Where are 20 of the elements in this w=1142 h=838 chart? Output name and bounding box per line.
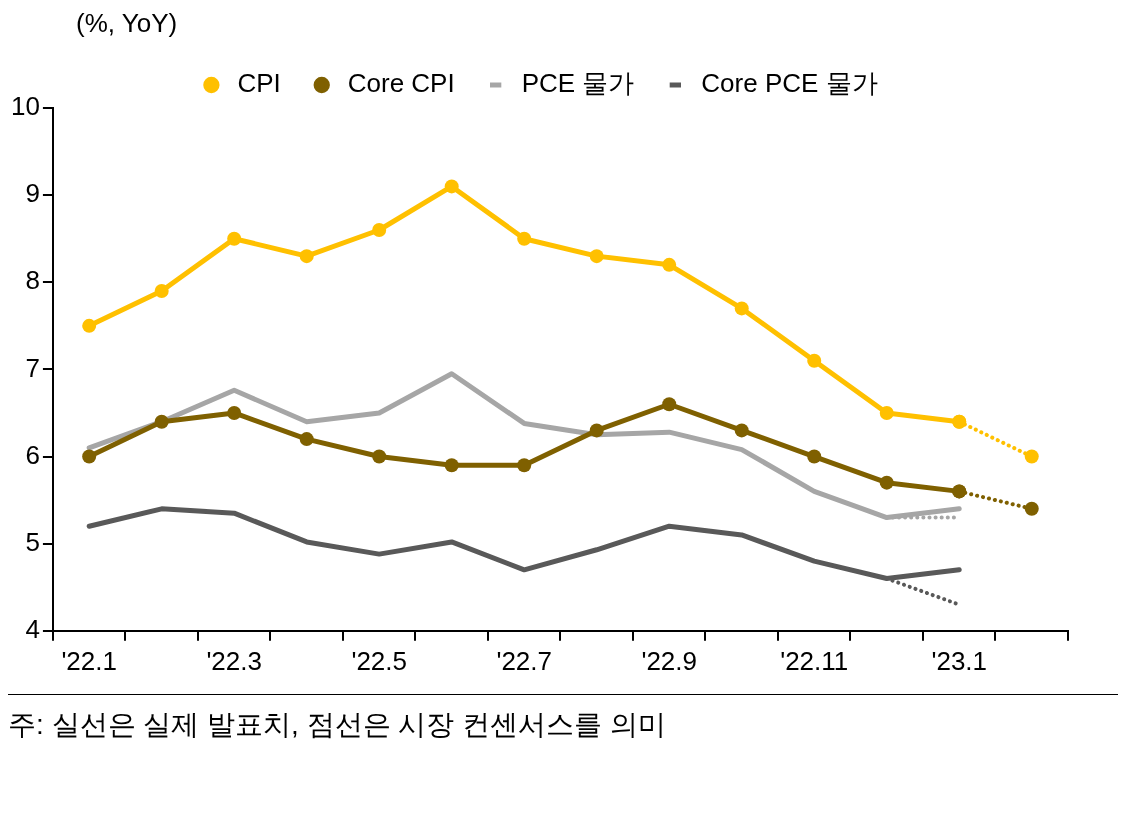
x-tick-label: '22.3 [206,645,262,676]
legend-label: Core PCE 물가 [701,68,878,99]
y-tick-label: 5 [25,526,40,557]
y-tick-label: 10 [11,91,40,122]
legend-label: CPI [237,68,281,99]
legend-label: PCE 물가 [521,68,635,99]
x-tick-label: '22.9 [641,645,698,676]
y-axis-title: (%, YoY) [76,8,179,40]
x-tick-label: '22.5 [351,645,407,676]
y-tick-label: 8 [25,265,40,296]
x-tick-label: '22.11 [780,645,849,676]
y-tick-label: 9 [25,178,40,209]
y-tick-label: 6 [25,439,40,470]
x-tick-label: '22.1 [61,645,117,676]
x-tick-label: '22.7 [496,645,552,676]
y-tick-label: 4 [25,613,40,644]
text: 주: 실선은 실제 발표치, 점선은 시장 컨센서스를 의미 [8,708,667,742]
legend-label: Core CPI [347,68,455,99]
x-tick-label: '23.1 [931,645,988,676]
y-tick-label: 7 [25,352,40,383]
